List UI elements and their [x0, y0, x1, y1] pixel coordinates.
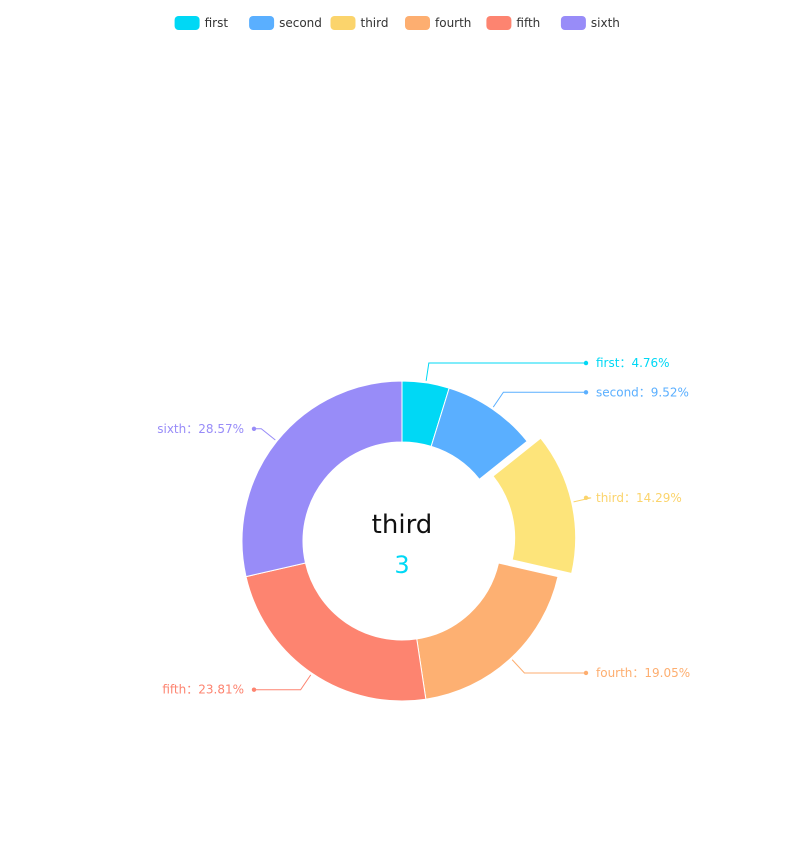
- slice-label-fourth: fourth：19.05%: [596, 666, 690, 680]
- leader-dot-second: [583, 390, 589, 395]
- slice-label-sixth: sixth：28.57%: [157, 422, 244, 436]
- leader-dot-sixth: [251, 426, 257, 431]
- legend: first second third fourth fifth sixth: [174, 16, 620, 30]
- leader-line-second: [492, 391, 586, 408]
- label-leaders: [251, 360, 592, 692]
- legend-swatch-fifth[interactable]: [486, 16, 512, 30]
- leader-line-sixth: [254, 428, 276, 441]
- leader-dot-fourth: [583, 670, 589, 676]
- slice-label-first: first：4.76%: [596, 356, 670, 370]
- legend-swatch-second[interactable]: [249, 16, 275, 30]
- slice-second[interactable]: [430, 387, 528, 480]
- center-category-text: third: [372, 510, 433, 540]
- slice-label-second: second：9.52%: [596, 385, 689, 399]
- leader-line-fifth: [254, 674, 312, 691]
- slice-label-fifth: fifth：23.81%: [162, 683, 244, 697]
- legend-swatch-sixth[interactable]: [560, 16, 586, 30]
- legend-label-third[interactable]: third: [361, 16, 389, 30]
- slice-fourth[interactable]: [416, 562, 559, 700]
- leader-dot-third: [583, 495, 589, 501]
- legend-label-sixth[interactable]: sixth: [591, 16, 620, 30]
- legend-swatch-fourth[interactable]: [405, 16, 430, 30]
- slice-label-third: third：14.29%: [596, 491, 682, 505]
- legend-label-second[interactable]: second: [279, 16, 322, 30]
- slice-labels: first：4.76% second：9.52% third：14.29% fourt…: [157, 356, 690, 697]
- legend-label-fourth[interactable]: fourth: [435, 16, 471, 30]
- slice-sixth[interactable]: [241, 380, 403, 578]
- leader-line-fourth: [511, 659, 586, 674]
- leader-dot-first: [583, 360, 589, 366]
- leader-line-third: [573, 497, 592, 503]
- leader-dot-fifth: [251, 687, 257, 692]
- slice-third[interactable]: [492, 437, 577, 575]
- donut-slices: [241, 380, 577, 702]
- legend-swatch-first[interactable]: [174, 16, 200, 30]
- slice-fifth[interactable]: [245, 562, 427, 702]
- leader-line-first: [425, 362, 586, 381]
- center-label: third 3: [372, 510, 433, 579]
- legend-label-fifth[interactable]: fifth: [516, 16, 540, 30]
- legend-label-first[interactable]: first: [205, 16, 229, 30]
- center-value-text: 3: [394, 551, 409, 579]
- legend-swatch-third[interactable]: [330, 16, 356, 30]
